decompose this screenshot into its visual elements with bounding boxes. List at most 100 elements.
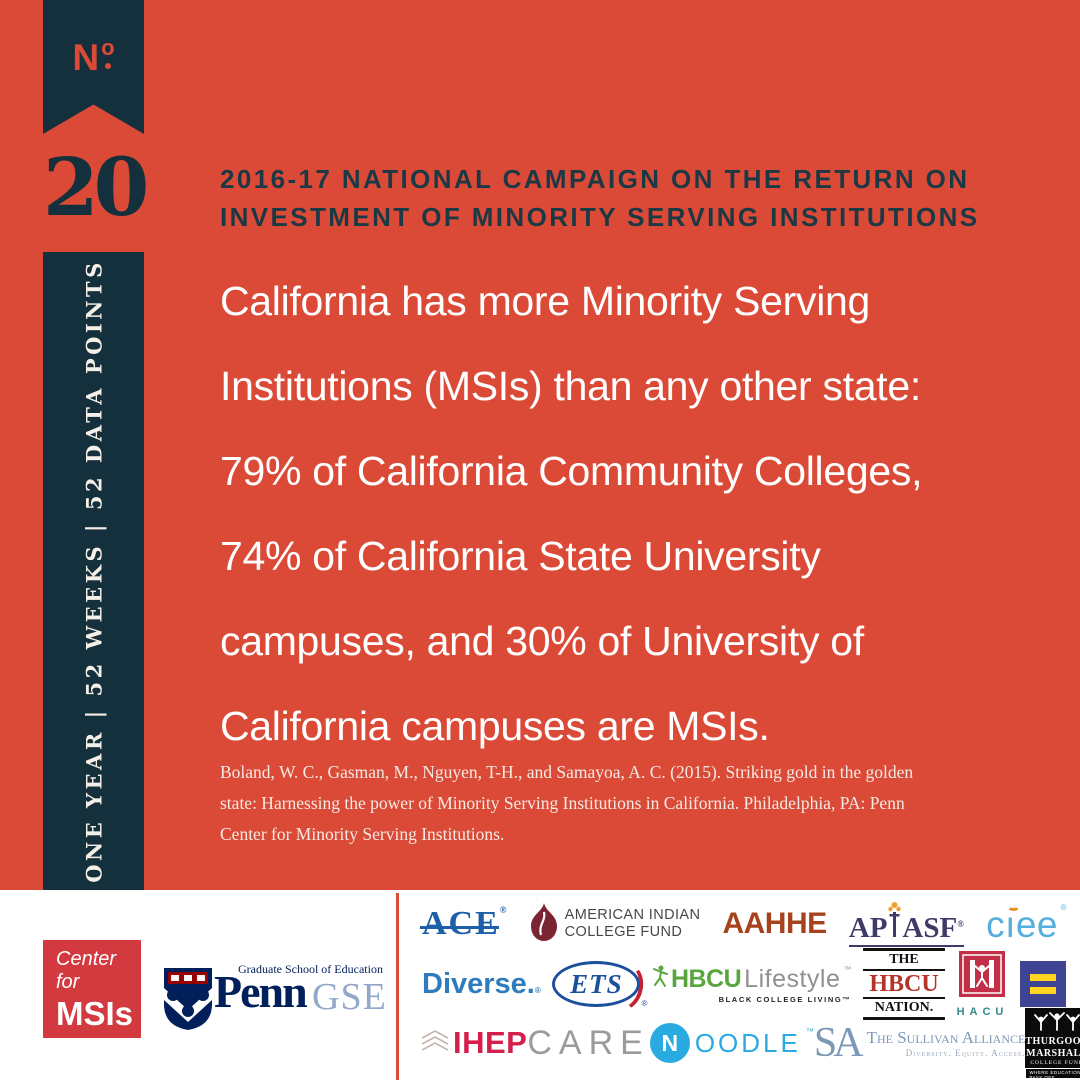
partner-logos-panel: ACE® AMERICAN INDIAN COLLEGE FUND <box>400 890 1080 1080</box>
aicf-text: AMERICAN INDIAN COLLEGE FUND <box>565 907 701 941</box>
ets-swoosh <box>596 957 649 1015</box>
hbcu-lifestyle-tm: ™ <box>843 964 852 974</box>
partner-row-1: ACE® AMERICAN INDIAN COLLEGE FUND <box>420 900 1066 948</box>
diverse-reg: ® <box>534 985 541 995</box>
ihep-logo: IHEP <box>421 1025 528 1061</box>
hacu-square-icon <box>959 950 1006 1002</box>
noodle-logo: N OODLE ™ <box>649 1023 814 1063</box>
ihep-label: IHEP <box>453 1025 528 1060</box>
msi-logo-line2: MSIs <box>56 995 134 1032</box>
ets-label: ETS <box>570 968 623 999</box>
issue-number: 20 <box>43 140 149 234</box>
hbcu-nation-nation: NATION. <box>862 997 945 1021</box>
partner-row-2: Diverse.® ETS ® HB <box>422 947 1066 1021</box>
hrc-equals-bar <box>1029 974 1056 981</box>
diverse-label: Diverse. <box>422 967 535 1000</box>
campaign-header-line1: 2016-17 NATIONAL CAMPAIGN ON THE RETURN … <box>220 164 970 194</box>
citation-line: Boland, W. C., Gasman, M., Nguyen, T-H.,… <box>220 762 914 782</box>
apiasf-reg: ® <box>957 919 964 929</box>
aicf-line2: COLLEGE FUND <box>564 924 683 940</box>
numero-dot <box>104 62 111 69</box>
quote-line: California has more Minority Serving <box>220 278 871 324</box>
hbcu-nation-the: THE <box>862 947 945 971</box>
sullivan-monogram: SA <box>813 1020 864 1066</box>
waves-icon <box>421 1029 449 1057</box>
hacu-label: HACU <box>956 1005 1009 1018</box>
hbcu-lifestyle-logo: HBCU Lifestyle ™ BLACK COLLEGE LIVING™ <box>652 965 851 1004</box>
ciee-c: c <box>986 903 1006 945</box>
citation: Boland, W. C., Gasman, M., Nguyen, T-H.,… <box>220 757 913 850</box>
ciee-logo: cıee ® <box>986 903 1066 945</box>
quote-line: 79% of California Community Colleges, <box>220 448 923 494</box>
dancer-icon <box>652 965 668 994</box>
sullivan-name: The Sullivan Alliance <box>866 1028 1026 1047</box>
campaign-header: 2016-17 NATIONAL CAMPAIGN ON THE RETURN … <box>220 160 980 236</box>
citation-line: Center for Minority Serving Institutions… <box>220 824 505 844</box>
msi-logo-line1: Center for <box>56 948 117 993</box>
numero-o: o <box>101 34 115 60</box>
hacu-logo: HACU <box>956 950 1009 1018</box>
main-quote: California has more Minority Serving Ins… <box>220 259 922 769</box>
aicf-line1: AMERICAN INDIAN <box>564 907 701 923</box>
tmcf-line1: THURGOOD <box>1025 1036 1080 1047</box>
hbcu-lifestyle-lifestyle: Lifestyle <box>744 964 841 993</box>
numero-ribbon: N o <box>43 0 144 134</box>
footer-band: Center for MSIs Graduate School of Educa… <box>0 890 1080 1080</box>
partner-row-3: IHEP CARE N OODLE ™ SA The Sullivan Alli… <box>421 1008 1080 1080</box>
noodle-tm: ™ <box>805 1027 814 1036</box>
ets-logo: ETS ® <box>552 957 649 1015</box>
noodle-circle-icon: N <box>649 1023 690 1063</box>
citation-line: state: Harnessing the power of Minority … <box>220 793 905 813</box>
hbcu-nation-logo: THE HBCU NATION. <box>862 947 945 1021</box>
care-logo: CARE <box>527 1023 650 1062</box>
center-for-msis-logo: Center for MSIs <box>43 940 141 1038</box>
ciee-reg: ® <box>1060 902 1067 912</box>
hrc-equals-bar <box>1029 987 1056 994</box>
diverse-logo: Diverse.® <box>422 968 541 1001</box>
ace-logo: ACE® <box>420 905 509 943</box>
penn-gse-label: GSE <box>312 976 387 1018</box>
hbcu-lifestyle-hbcu: HBCU <box>670 964 742 993</box>
sidebar-bar: ONE YEAR | 52 WEEKS | 52 DATA POINTS <box>43 252 144 890</box>
ciee-i: ı <box>1005 903 1016 945</box>
tmcf-line4: WHERE EDUCATION PAYS OFF <box>1025 1068 1080 1080</box>
ace-reg: ® <box>499 905 509 915</box>
flame-icon <box>530 902 557 946</box>
ace-strike-line <box>420 925 499 929</box>
penn-gse-logo: Graduate School of Education Penn GSE <box>164 962 404 1040</box>
sullivan-tagline: Diversity. Equity. Access. <box>905 1048 1026 1058</box>
numero-n: N <box>72 36 100 78</box>
sidebar-vertical-text: ONE YEAR | 52 WEEKS | 52 DATA POINTS <box>81 259 106 883</box>
quote-line: Institutions (MSIs) than any other state… <box>220 363 921 409</box>
thurgood-marshall-logo: THURGOOD MARSHALL COLLEGE FUND WHERE EDU… <box>1025 1008 1080 1080</box>
american-indian-college-fund-logo: AMERICAN INDIAN COLLEGE FUND <box>530 902 701 946</box>
hbcu-nation-hbcu: HBCU <box>869 970 939 997</box>
numero-label: N o <box>72 34 115 78</box>
ace-label: ACE <box>422 905 500 942</box>
sullivan-text: The Sullivan Alliance Diversity. Equity.… <box>867 1028 1026 1058</box>
penn-school-label: Graduate School of Education <box>238 962 383 976</box>
hrc-equality-logo <box>1019 961 1066 1007</box>
footer-divider <box>396 893 399 1080</box>
quote-line: California campuses are MSIs. <box>220 703 770 749</box>
noodle-rest: OODLE <box>694 1027 801 1058</box>
numero-o-wrap: o <box>101 34 115 69</box>
quote-line: 74% of California State University <box>220 533 821 579</box>
tmcf-line2: MARSHALL <box>1026 1047 1080 1059</box>
quote-line: campuses, and 30% of University of <box>220 618 864 664</box>
ets-reg: ® <box>641 999 648 1008</box>
campaign-header-line2: INVESTMENT OF MINORITY SERVING INSTITUTI… <box>220 202 980 232</box>
apiasf-logo: AP ASF ® <box>848 901 964 947</box>
penn-name-label: Penn <box>214 966 308 1017</box>
torch-icon <box>887 901 902 943</box>
hbcu-lifestyle-main: HBCU Lifestyle ™ <box>652 965 851 994</box>
hbcu-lifestyle-subtext: BLACK COLLEGE LIVING™ <box>718 994 852 1004</box>
apiasf-left: AP <box>848 912 888 944</box>
ciee-ee: ee <box>1015 903 1058 945</box>
sullivan-alliance-logo: SA The Sullivan Alliance Diversity. Equi… <box>814 1022 1025 1064</box>
people-icon <box>1029 1011 1080 1036</box>
aahhe-logo: AAHHE <box>722 907 827 940</box>
tmcf-line3: COLLEGE FUND <box>1030 1060 1080 1066</box>
penn-shield-icon <box>164 968 212 1035</box>
